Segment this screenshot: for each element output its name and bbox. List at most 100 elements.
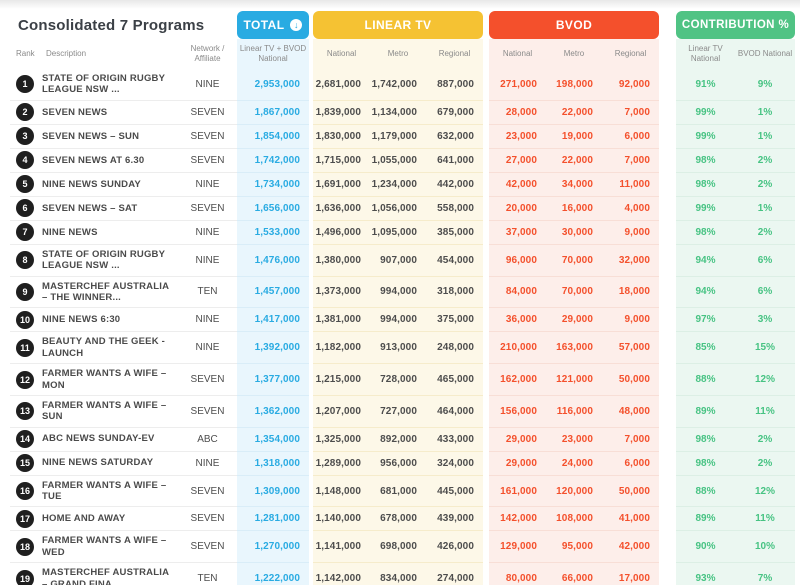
cell-bvod: 17,000 xyxy=(602,563,659,585)
cell-total: 1,854,000 xyxy=(237,124,309,149)
cell-linear: 632,000 xyxy=(426,124,483,149)
cell-linear: 1,134,000 xyxy=(370,100,426,125)
column-group-bvod[interactable]: BVOD xyxy=(489,11,659,39)
cell-bvod: 27,000 xyxy=(489,148,546,173)
col-header-description: Description xyxy=(46,49,87,58)
cell-bvod: 121,000 xyxy=(546,364,602,396)
cell-total: 1,656,000 xyxy=(237,196,309,221)
cell-bvod: 50,000 xyxy=(602,475,659,508)
cell-description: FARMER WANTS A WIFE – WED xyxy=(40,531,178,564)
cell-contribution: 2% xyxy=(735,148,795,173)
cell-contribution: 10% xyxy=(735,531,795,564)
table-row: 9 MASTERCHEF AUSTRALIA – THE WINNER... T… xyxy=(0,276,800,309)
cell-contribution: 94% xyxy=(676,244,735,277)
cell-bvod: 95,000 xyxy=(546,531,602,564)
cell-linear: 1,325,000 xyxy=(313,427,370,452)
col-header-bvod-national: National xyxy=(489,39,546,69)
sort-descending-icon[interactable]: ↓ xyxy=(290,19,303,31)
cell-bvod: 42,000 xyxy=(489,172,546,197)
cell-description: FARMER WANTS A WIFE – SUN xyxy=(40,396,178,428)
cell-linear: 834,000 xyxy=(370,563,426,585)
cell-linear: 385,000 xyxy=(426,220,483,245)
rank-badge: 11 xyxy=(16,338,34,357)
cell-linear: 1,182,000 xyxy=(313,332,370,365)
cell-linear: 1,141,000 xyxy=(313,531,370,564)
cell-total: 1,742,000 xyxy=(237,148,309,173)
cell-bvod: 271,000 xyxy=(489,69,546,101)
cell-network: NINE xyxy=(178,452,237,476)
cell-total: 1,309,000 xyxy=(237,475,309,508)
cell-network: SEVEN xyxy=(178,149,237,173)
cell-total: 1,270,000 xyxy=(237,531,309,564)
cell-description: FARMER WANTS A WIFE – MON xyxy=(40,364,178,396)
cell-bvod: 80,000 xyxy=(489,563,546,585)
cell-network: TEN xyxy=(178,563,237,585)
cell-bvod: 84,000 xyxy=(489,276,546,309)
cell-contribution: 6% xyxy=(735,276,795,309)
rank-badge: 3 xyxy=(16,127,34,146)
cell-linear: 1,691,000 xyxy=(313,172,370,197)
cell-linear: 1,055,000 xyxy=(370,148,426,173)
column-group-contribution[interactable]: CONTRIBUTION % xyxy=(676,11,795,39)
rank-badge: 18 xyxy=(16,537,34,556)
cell-bvod: 162,000 xyxy=(489,364,546,396)
cell-linear: 445,000 xyxy=(426,475,483,508)
rank-badge: 4 xyxy=(16,151,34,170)
cell-bvod: 30,000 xyxy=(546,220,602,245)
cell-bvod: 108,000 xyxy=(546,507,602,532)
table-row: 18 FARMER WANTS A WIFE – WED SEVEN 1,270… xyxy=(0,531,800,564)
cell-linear: 1,140,000 xyxy=(313,507,370,532)
cell-contribution: 98% xyxy=(676,172,735,197)
cell-bvod: 142,000 xyxy=(489,507,546,532)
col-header-bvod-metro: Metro xyxy=(546,39,602,69)
cell-contribution: 12% xyxy=(735,364,795,396)
cell-linear: 1,142,000 xyxy=(313,563,370,585)
cell-contribution: 98% xyxy=(676,451,735,476)
cell-bvod: 156,000 xyxy=(489,395,546,428)
cell-linear: 454,000 xyxy=(426,244,483,277)
rank-badge: 15 xyxy=(16,454,34,473)
cell-total: 1,533,000 xyxy=(237,220,309,245)
cell-network: SEVEN xyxy=(178,364,237,396)
cell-linear: 907,000 xyxy=(370,244,426,277)
cell-bvod: 96,000 xyxy=(489,244,546,277)
cell-bvod: 4,000 xyxy=(602,196,659,221)
col-header-network: Network / Affiliate xyxy=(190,44,225,63)
table-row: 15 NINE NEWS SATURDAY NINE 1,318,000 1,2… xyxy=(0,451,800,476)
cell-linear: 1,234,000 xyxy=(370,172,426,197)
cell-total: 2,953,000 xyxy=(237,69,309,101)
table-row: 8 STATE OF ORIGIN RUGBY LEAGUE NSW ... N… xyxy=(0,244,800,277)
cell-contribution: 3% xyxy=(735,308,795,333)
table-row: 14 ABC NEWS SUNDAY-EV ABC 1,354,000 1,32… xyxy=(0,427,800,452)
cell-description: BEAUTY AND THE GEEK - LAUNCH xyxy=(40,332,178,365)
cell-bvod: 70,000 xyxy=(546,244,602,277)
cell-linear: 1,715,000 xyxy=(313,148,370,173)
col-header-bvod-regional: Regional xyxy=(602,39,659,69)
cell-description: STATE OF ORIGIN RUGBY LEAGUE NSW ... xyxy=(40,69,178,101)
col-header-total-national: Linear TV + BVOD National xyxy=(237,39,309,69)
cell-bvod: 23,000 xyxy=(546,427,602,452)
cell-bvod: 7,000 xyxy=(602,427,659,452)
cell-network: SEVEN xyxy=(178,476,237,508)
table-row: 13 FARMER WANTS A WIFE – SUN SEVEN 1,362… xyxy=(0,395,800,428)
cell-contribution: 88% xyxy=(676,364,735,396)
column-group-linear-tv[interactable]: LINEAR TV xyxy=(313,11,483,39)
cell-network: ABC xyxy=(178,428,237,452)
cell-description: SEVEN NEWS – SAT xyxy=(40,197,178,221)
cell-total: 1,362,000 xyxy=(237,395,309,428)
cell-contribution: 99% xyxy=(676,124,735,149)
cell-linear: 1,830,000 xyxy=(313,124,370,149)
rank-badge: 13 xyxy=(16,402,34,421)
cell-bvod: 23,000 xyxy=(489,124,546,149)
column-group-total[interactable]: TOTAL ↓ xyxy=(237,11,309,39)
cell-bvod: 34,000 xyxy=(546,172,602,197)
cell-contribution: 9% xyxy=(735,69,795,101)
total-label: TOTAL xyxy=(243,18,285,32)
cell-total: 1,476,000 xyxy=(237,244,309,277)
rank-badge: 8 xyxy=(16,251,34,270)
cell-contribution: 99% xyxy=(676,100,735,125)
rank-badge: 14 xyxy=(16,430,34,449)
table-row: 16 FARMER WANTS A WIFE – TUE SEVEN 1,309… xyxy=(0,475,800,508)
cell-network: SEVEN xyxy=(178,531,237,564)
cell-description: SEVEN NEWS xyxy=(40,101,178,125)
